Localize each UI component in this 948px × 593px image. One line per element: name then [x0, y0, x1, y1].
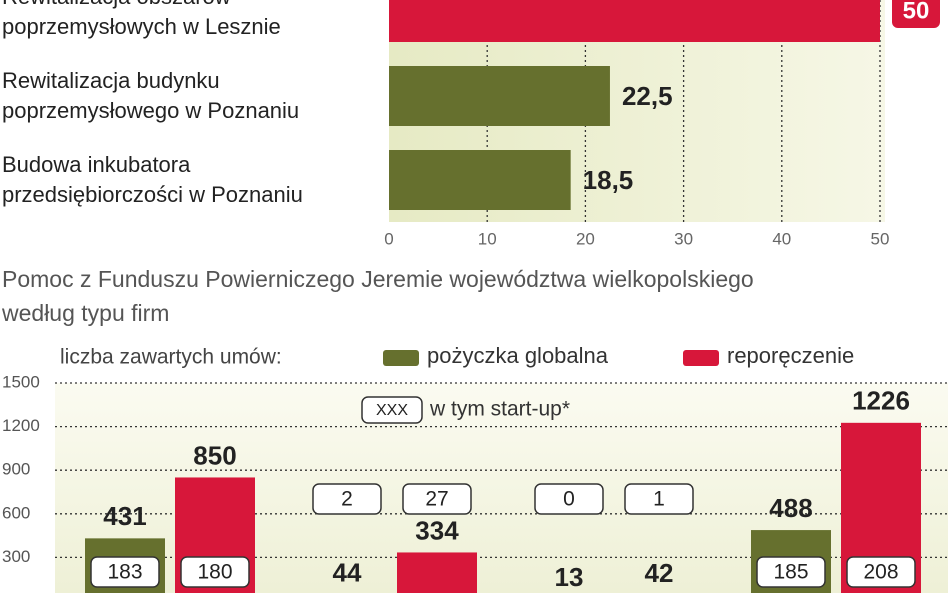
x-tick-label: 40	[772, 229, 791, 248]
note: w tym start-up*	[429, 398, 570, 421]
startup-box	[846, 556, 916, 588]
y-tick-label: 1500	[2, 372, 40, 391]
legend-swatch	[683, 350, 719, 366]
x-tick-label: 0	[384, 229, 393, 248]
value-label: 42	[645, 558, 674, 588]
bar	[389, 150, 571, 210]
legend-swatch	[383, 350, 419, 366]
category-label: Rewitalizacja obszarów poprzemysłowych w…	[2, 0, 281, 39]
value-label-box	[892, 0, 940, 28]
startup-label: 27	[425, 488, 448, 511]
startup-box	[624, 483, 694, 515]
startup-box	[756, 556, 826, 588]
value-label: 13	[555, 562, 584, 592]
startup-box	[180, 556, 250, 588]
category-label: Budowa inkubatora przedsiębiorczości w P…	[2, 152, 303, 207]
bar	[397, 552, 477, 593]
value-label: 22,5	[622, 81, 673, 111]
startup-box	[312, 483, 382, 515]
value-label: 1226	[852, 386, 910, 416]
value-label: 44	[333, 557, 362, 587]
startup-label: 183	[107, 561, 142, 584]
x-tick-label: 30	[674, 229, 693, 248]
startup-box	[90, 556, 160, 588]
value-label: 431	[103, 501, 146, 531]
startup-label: 0	[563, 488, 575, 511]
startup-label: 2	[341, 488, 353, 511]
bar	[389, 0, 880, 42]
value-label: 334	[415, 515, 459, 545]
bar	[389, 66, 610, 126]
value-label: 850	[193, 440, 236, 470]
startup-box	[534, 483, 604, 515]
note-box-label: XXX	[376, 402, 408, 419]
note-box	[361, 396, 423, 424]
startup-box	[402, 483, 472, 515]
y-tick-label: 600	[2, 503, 30, 522]
category-label: Rewitalizacja budynku poprzemysłowego w …	[2, 68, 300, 123]
x-tick-label: 10	[478, 229, 497, 248]
chart-title: Pomoc z Funduszu Powierniczego Jeremie w…	[2, 266, 754, 326]
legend-label: reporęczenie	[727, 343, 854, 368]
y-tick-label: 900	[2, 460, 30, 479]
startup-label: 1	[653, 488, 665, 511]
x-tick-label: 50	[871, 229, 890, 248]
y-tick-label: 1200	[2, 416, 40, 435]
y-tick-label: 300	[2, 547, 30, 566]
startup-label: 185	[773, 561, 808, 584]
y-axis-label: liczba zawartych umów:	[60, 346, 282, 369]
startup-label: 208	[863, 561, 898, 584]
legend-label: pożyczka globalna	[427, 343, 609, 368]
value-label: 488	[769, 493, 812, 523]
value-label: 50	[903, 0, 930, 24]
x-tick-label: 20	[576, 229, 595, 248]
value-label: 18,5	[583, 165, 634, 195]
startup-label: 180	[197, 561, 232, 584]
